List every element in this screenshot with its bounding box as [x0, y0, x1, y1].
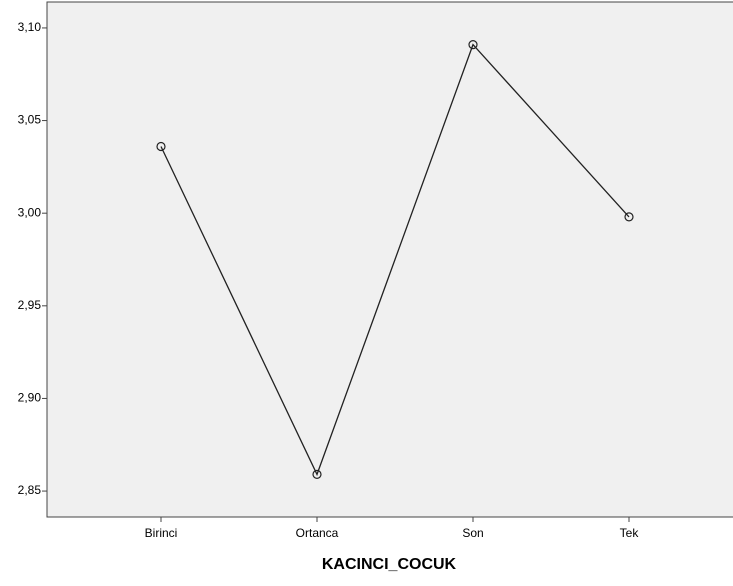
plot-area: [46, 1, 733, 518]
x-tick-label: Birinci: [145, 526, 178, 540]
x-tick-label: Tek: [620, 526, 640, 540]
y-tick-label: 2,90: [18, 391, 42, 405]
y-tick-label: 3,05: [18, 113, 42, 127]
x-tick-label: Son: [462, 526, 483, 540]
marker: [624, 212, 634, 222]
y-tick-label: 2,85: [18, 483, 42, 497]
y-tick-label: 3,10: [18, 20, 42, 34]
marker: [156, 141, 166, 152]
y-tick-label: 2,95: [18, 298, 42, 312]
x-axis-title: KACINCI_COCUK: [322, 556, 457, 573]
marker: [468, 40, 478, 50]
y-tick-label: 3,00: [18, 205, 42, 219]
line: [160, 43, 630, 477]
marker: [312, 469, 322, 479]
x-tick-label: Ortanca: [296, 526, 339, 540]
